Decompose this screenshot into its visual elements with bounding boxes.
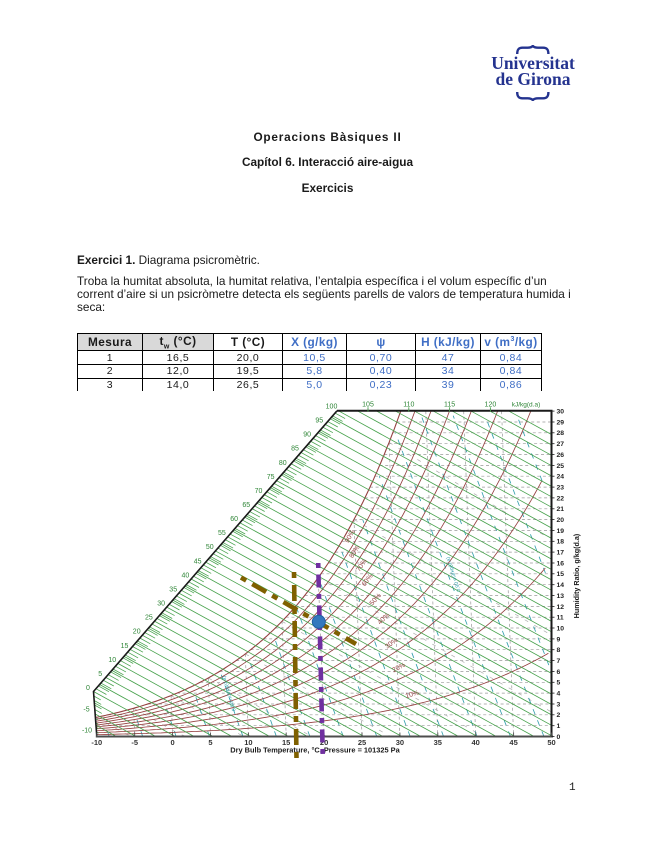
svg-text:24: 24 [557,474,565,481]
svg-text:90: 90 [303,432,311,439]
svg-text:40%: 40% [377,612,392,626]
svg-text:85: 85 [291,446,299,453]
svg-text:100: 100 [326,404,338,411]
svg-text:0: 0 [557,734,561,741]
svg-text:Humidity Ratio, g/kg(d.a): Humidity Ratio, g/kg(d.a) [572,533,581,618]
svg-text:110: 110 [403,402,414,409]
svg-text:40: 40 [182,572,190,579]
svg-text:23: 23 [557,485,565,492]
svg-text:95: 95 [315,418,323,425]
svg-text:0: 0 [171,738,175,747]
svg-text:20: 20 [133,629,141,636]
svg-text:kJ/kg(d.a): kJ/kg(d.a) [512,402,541,409]
svg-text:20: 20 [320,738,328,747]
svg-text:70: 70 [255,488,263,495]
svg-text:10: 10 [244,738,252,747]
svg-text:50: 50 [547,738,555,747]
svg-text:21: 21 [557,506,565,513]
svg-text:9: 9 [557,636,561,643]
svg-text:27: 27 [557,441,565,448]
svg-text:15: 15 [282,738,290,747]
svg-text:10: 10 [557,625,565,632]
svg-text:4: 4 [557,691,561,698]
svg-text:0: 0 [86,685,90,692]
svg-text:45: 45 [194,558,202,565]
svg-text:26: 26 [557,452,565,459]
svg-text:10%: 10% [405,690,420,701]
svg-text:35: 35 [434,738,442,747]
svg-text:40: 40 [472,738,480,747]
svg-text:15: 15 [121,643,129,650]
svg-text:-5: -5 [83,707,89,714]
svg-text:25: 25 [358,738,366,747]
svg-text:105: 105 [362,402,374,409]
svg-text:17: 17 [557,550,565,557]
svg-text:35: 35 [169,587,177,594]
svg-text:11: 11 [557,615,564,622]
svg-text:22: 22 [557,495,565,502]
svg-text:30: 30 [557,409,565,416]
svg-text:115: 115 [444,402,455,409]
svg-text:2: 2 [557,712,561,719]
svg-text:14: 14 [557,582,565,589]
svg-text:16: 16 [557,560,565,567]
svg-text:65: 65 [242,502,250,509]
svg-text:5: 5 [98,671,102,678]
svg-text:0.90 m3/kg(d.a): 0.90 m3/kg(d.a) [445,556,462,593]
svg-text:30: 30 [396,738,404,747]
svg-text:-10: -10 [82,728,92,735]
svg-text:8: 8 [557,647,561,654]
svg-text:5: 5 [557,680,561,687]
svg-text:29: 29 [557,419,565,426]
svg-text:75: 75 [267,474,275,481]
svg-text:12: 12 [557,604,565,611]
svg-text:Dry Bulb Temperature, °C. Pres: Dry Bulb Temperature, °C. Pressure = 101… [230,746,400,755]
svg-text:7: 7 [557,658,561,665]
svg-text:25: 25 [557,463,565,470]
svg-text:20: 20 [557,517,565,524]
svg-text:13: 13 [557,593,565,600]
svg-text:70%: 70% [355,558,369,573]
svg-text:10: 10 [108,657,116,664]
svg-text:18: 18 [557,539,565,546]
svg-text:-10: -10 [91,738,102,747]
svg-text:30%: 30% [384,637,399,651]
svg-text:15: 15 [557,571,565,578]
svg-text:19: 19 [557,528,565,535]
svg-text:28: 28 [557,430,565,437]
svg-text:60: 60 [230,516,238,523]
svg-text:30: 30 [157,601,165,608]
svg-text:55: 55 [218,530,226,537]
svg-text:25: 25 [145,615,153,622]
svg-text:1: 1 [557,723,561,730]
svg-text:120: 120 [485,402,497,409]
svg-text:3: 3 [557,701,561,708]
svg-text:45: 45 [509,738,517,747]
svg-text:50: 50 [206,544,214,551]
svg-text:5: 5 [208,738,212,747]
svg-text:-5: -5 [131,738,138,747]
svg-text:80: 80 [279,460,287,467]
svg-text:6: 6 [557,669,561,676]
